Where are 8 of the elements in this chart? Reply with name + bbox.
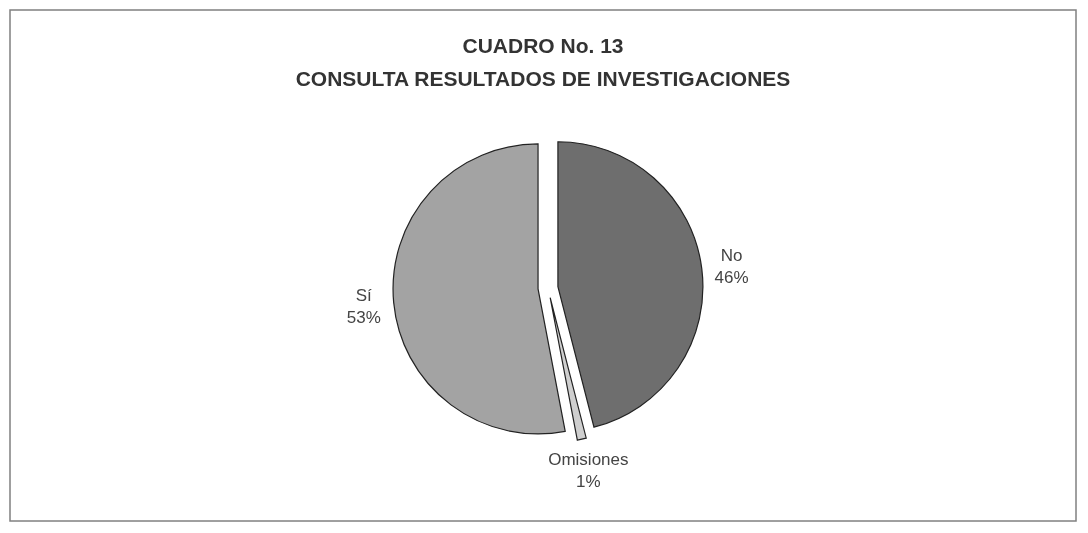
slice-label: Omisiones (548, 449, 629, 469)
chart-title: CUADRO No. 13 (462, 34, 624, 57)
slice-label: Sí (355, 286, 373, 306)
slice-label: No (720, 245, 743, 265)
data-label: 46% (714, 267, 749, 287)
chart-subtitle: CONSULTA RESULTADOS DE INVESTIGACIONES (295, 67, 791, 90)
data-label: 1% (576, 471, 601, 491)
data-label: 53% (346, 308, 381, 328)
